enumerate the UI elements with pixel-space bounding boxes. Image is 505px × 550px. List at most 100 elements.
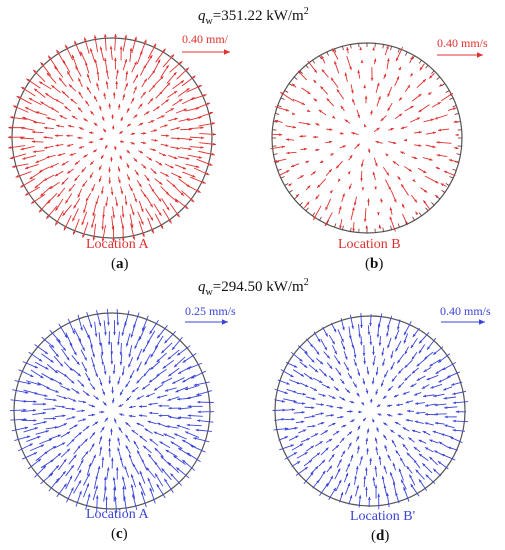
velocity-vector (441, 453, 456, 461)
velocity-vector (160, 143, 169, 147)
velocity-vector (126, 149, 131, 154)
velocity-vector (453, 146, 459, 150)
velocity-vector (21, 409, 37, 413)
velocity-vector (279, 444, 294, 451)
velocity-vector (110, 353, 114, 365)
velocity-vector (14, 380, 31, 385)
velocity-vector (195, 428, 212, 432)
velocity-vector (434, 412, 447, 416)
velocity-vector (150, 129, 158, 133)
velocity-vector (380, 379, 385, 387)
velocity-vector (326, 362, 333, 370)
velocity-vector (341, 193, 345, 202)
velocity-vector (373, 127, 380, 133)
velocity-vector (110, 187, 114, 196)
velocity-vector (115, 196, 119, 207)
velocity-vector (120, 215, 125, 230)
boundary-tick (452, 105, 457, 108)
velocity-vector (346, 431, 353, 436)
velocity-vector (351, 132, 359, 136)
velocity-vector (325, 198, 332, 211)
boundary-tick (425, 64, 429, 69)
velocity-vector (126, 123, 132, 127)
velocity-vector (32, 69, 46, 83)
velocity-vector (130, 223, 136, 240)
velocity-vector (396, 353, 405, 364)
velocity-vector (66, 168, 74, 174)
velocity-vector (404, 374, 412, 381)
boundary-tick (293, 76, 298, 80)
velocity-vector (30, 369, 44, 379)
velocity-vector (181, 75, 196, 87)
velocity-vector (65, 193, 73, 204)
velocity-vector (170, 473, 182, 486)
velocity-vector (12, 389, 29, 394)
velocity-vector (118, 426, 123, 434)
velocity-vector (292, 369, 305, 377)
boundary-tick (275, 161, 280, 163)
velocity-vector (82, 390, 90, 397)
boundary-tick (382, 44, 384, 49)
velocity-vector (93, 122, 98, 127)
velocity-vector (111, 386, 114, 394)
velocity-vector (299, 382, 309, 388)
velocity-vector (186, 394, 202, 400)
velocity-vector (309, 386, 318, 392)
velocity-vector (371, 377, 375, 385)
velocity-vector (186, 84, 202, 93)
panel-a-location-label: Location A (86, 237, 149, 252)
velocity-vector (388, 127, 394, 131)
panel-c-vector-field (9, 309, 228, 513)
velocity-vector (120, 116, 123, 122)
velocity-vector (169, 203, 180, 218)
velocity-vector (172, 80, 185, 90)
velocity-vector (100, 354, 104, 366)
velocity-vector (312, 377, 323, 384)
velocity-vector (83, 201, 88, 214)
velocity-vector (112, 364, 116, 375)
velocity-vector (358, 495, 362, 508)
velocity-vector (178, 407, 192, 411)
velocity-vector (103, 365, 107, 375)
velocity-vector (119, 456, 124, 468)
velocity-vector (154, 447, 164, 457)
velocity-vector (437, 353, 451, 364)
velocity-vector (324, 212, 333, 227)
velocity-vector (390, 350, 394, 359)
velocity-vector (89, 443, 95, 452)
velocity-vector (144, 54, 153, 68)
velocity-vector (22, 155, 37, 160)
boundary-tick (305, 64, 309, 69)
velocity-vector (182, 353, 197, 364)
velocity-vector (328, 394, 336, 400)
velocity-vector (305, 396, 316, 400)
velocity-vector (199, 142, 216, 146)
velocity-vector (161, 468, 172, 481)
velocity-vector (60, 431, 71, 438)
velocity-vector (167, 349, 180, 360)
velocity-vector (80, 438, 88, 446)
velocity-vector (146, 467, 156, 479)
velocity-vector (117, 376, 121, 385)
velocity-vector (370, 110, 373, 116)
velocity-vector (160, 99, 170, 106)
velocity-vector (138, 405, 148, 408)
velocity-vector (125, 445, 131, 454)
velocity-vector (154, 178, 163, 185)
velocity-vector (24, 186, 41, 196)
velocity-vector (403, 165, 413, 172)
velocity-vector (169, 60, 183, 73)
velocity-vector (377, 413, 382, 417)
velocity-vector (328, 453, 335, 462)
velocity-vector (296, 451, 308, 459)
velocity-vector (148, 402, 158, 406)
velocity-vector (386, 58, 390, 70)
velocity-vector (328, 422, 336, 427)
velocity-vector (163, 433, 176, 439)
velocity-vector (386, 493, 390, 508)
velocity-vector (384, 444, 388, 452)
velocity-vector (432, 430, 443, 435)
velocity-vector (357, 368, 361, 376)
velocity-vector (122, 34, 128, 52)
velocity-vector (73, 328, 82, 342)
